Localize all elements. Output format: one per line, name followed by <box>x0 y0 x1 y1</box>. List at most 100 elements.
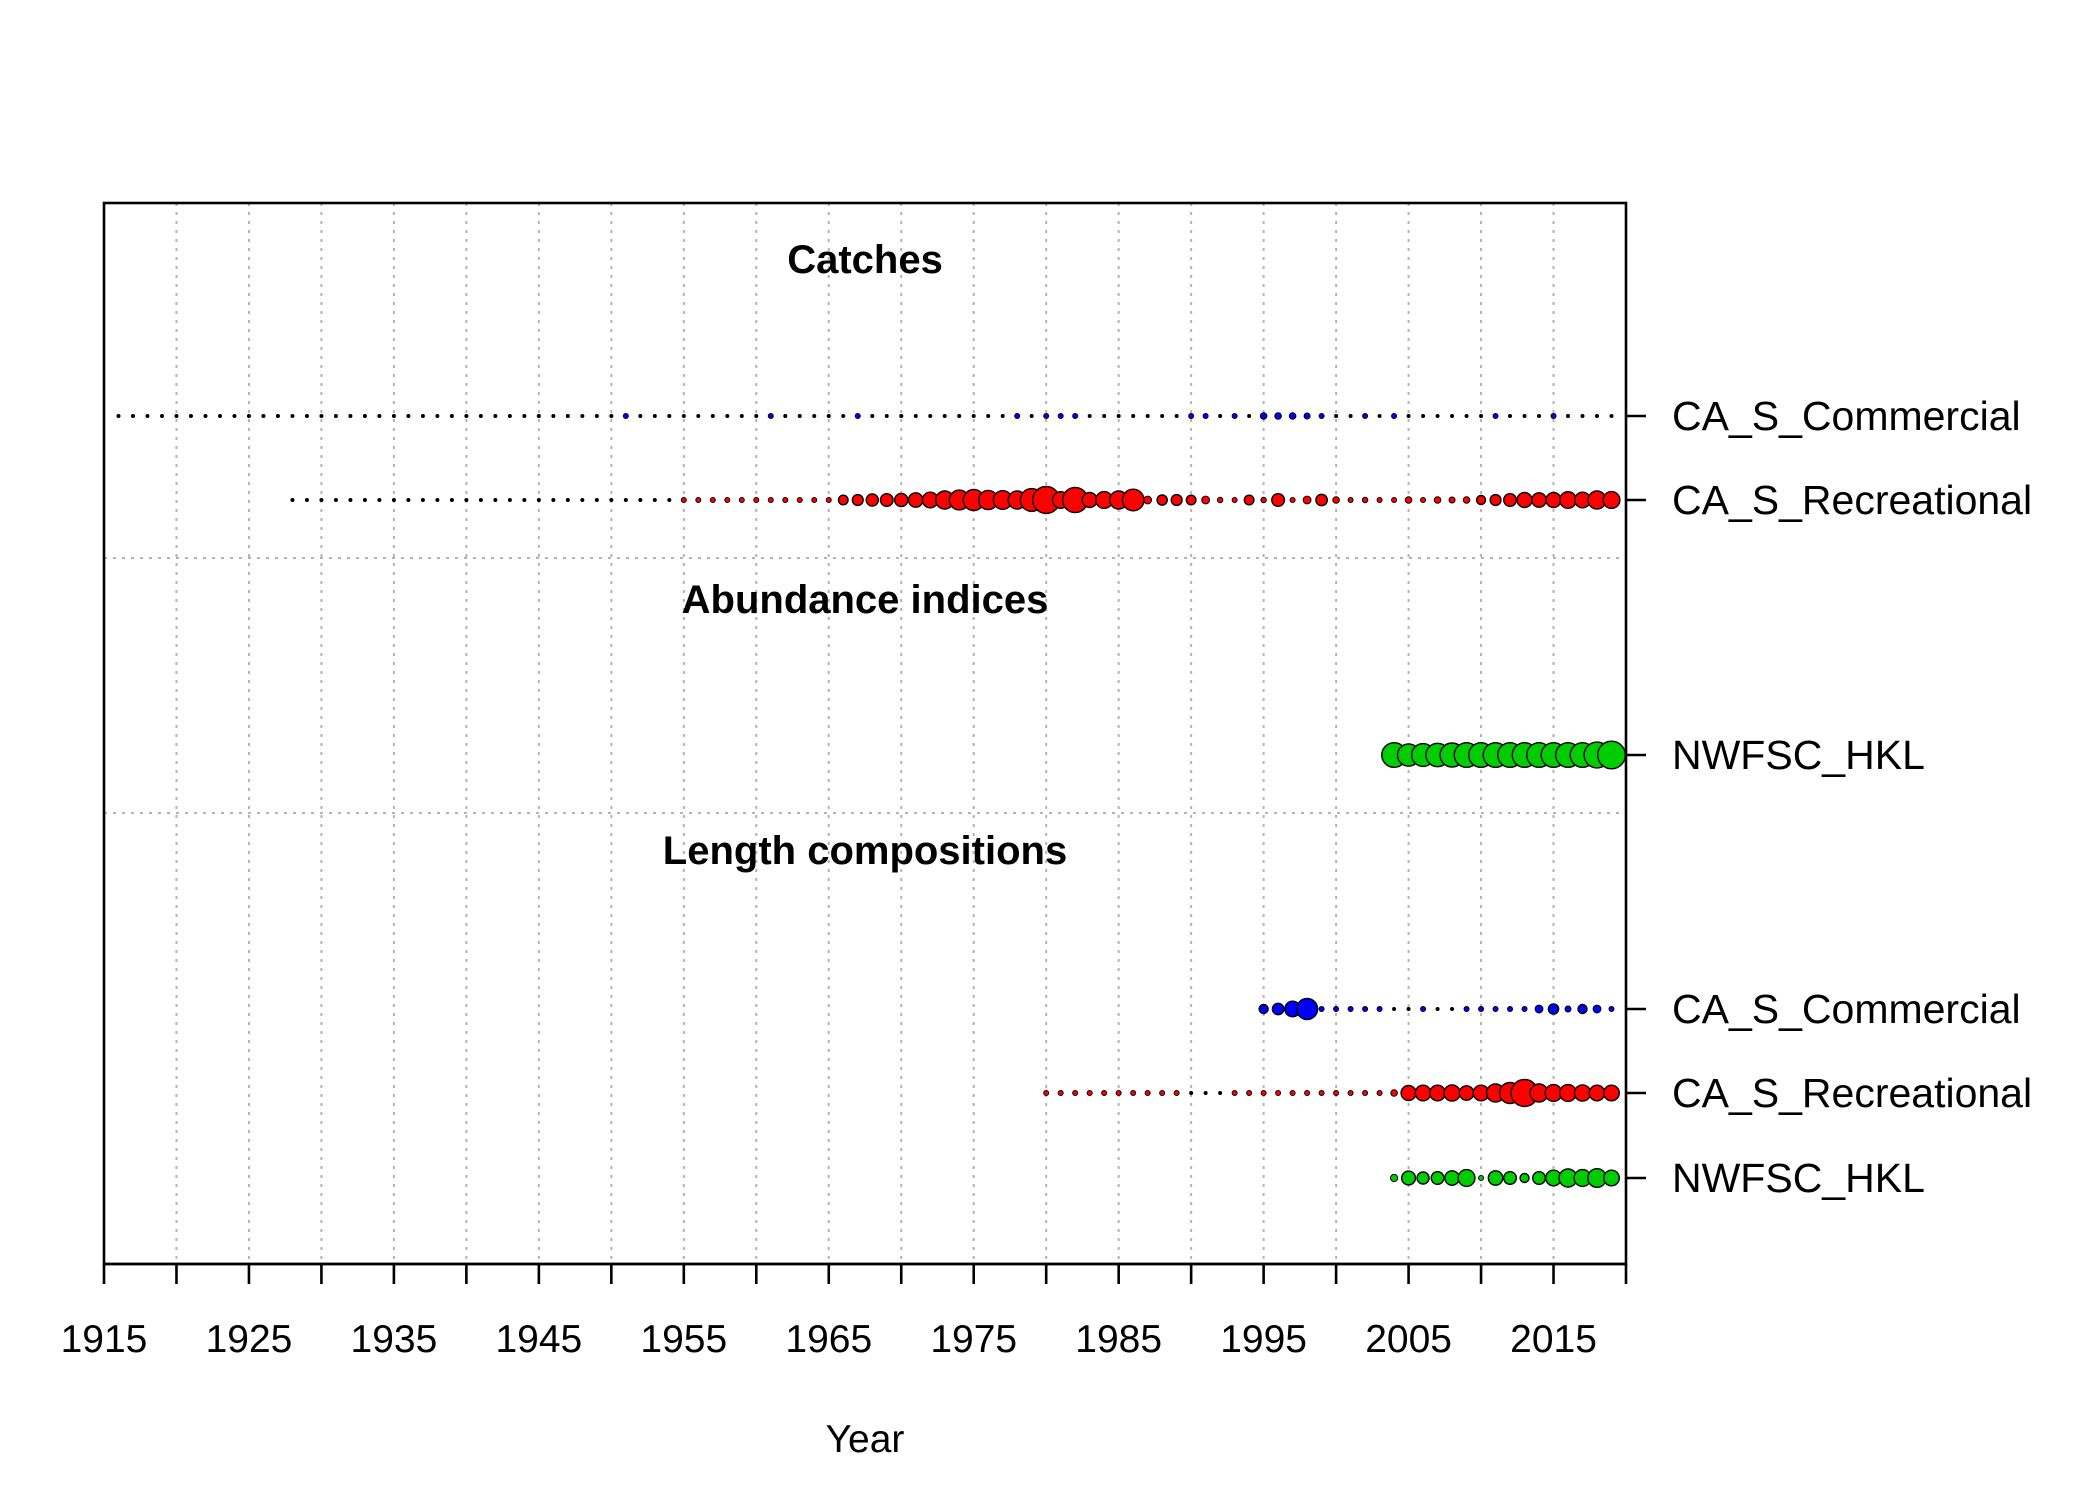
data-point <box>1216 496 1224 504</box>
data-point-tiny <box>1029 414 1034 418</box>
data-point-tiny <box>1537 414 1542 418</box>
data-point <box>1608 1006 1615 1012</box>
data-point <box>622 413 629 419</box>
data-point-tiny <box>986 414 991 418</box>
data-point-tiny <box>957 414 962 418</box>
data-point-tiny <box>551 414 556 418</box>
data-point <box>1588 1084 1606 1102</box>
data-point-tiny <box>623 498 628 502</box>
grid-lines <box>103 203 1627 1264</box>
data-point <box>1433 496 1442 504</box>
data-point <box>893 492 909 508</box>
data-point <box>1362 413 1369 419</box>
data-point-tiny <box>246 414 251 418</box>
data-point-tiny <box>333 414 338 418</box>
data-point <box>1333 1090 1340 1096</box>
data-point <box>1532 1170 1547 1185</box>
data-point <box>1014 413 1021 419</box>
data-point <box>724 497 731 503</box>
data-point-tiny <box>1189 1091 1194 1095</box>
data-point-tiny <box>609 498 614 502</box>
data-point <box>1573 1084 1592 1102</box>
data-point-tiny <box>507 498 512 502</box>
data-point-tiny <box>1247 414 1252 418</box>
data-point <box>1478 1175 1485 1181</box>
section-title: Abundance indices <box>682 578 1049 622</box>
data-point-tiny <box>232 414 237 418</box>
data-point-tiny <box>391 498 396 502</box>
data-point <box>1577 1003 1588 1015</box>
data-point <box>1274 412 1282 420</box>
data-point <box>1271 493 1286 508</box>
data-point-tiny <box>797 414 802 418</box>
data-point-tiny <box>1348 414 1353 418</box>
data-point-tiny <box>652 414 657 418</box>
data-point <box>767 413 774 419</box>
data-point-tiny <box>290 498 295 502</box>
data-point-tiny <box>464 498 469 502</box>
data-point <box>1333 1006 1340 1012</box>
data-point-tiny <box>565 414 570 418</box>
data-point <box>1086 1090 1093 1096</box>
data-point <box>1332 496 1340 504</box>
data-point <box>879 493 894 508</box>
x-tick-label: 1985 <box>1075 1318 1162 1361</box>
data-point <box>1531 492 1547 508</box>
data-point <box>1243 494 1255 506</box>
data-point <box>782 497 789 503</box>
row-label: CA_S_Recreational <box>1672 477 2032 523</box>
data-point <box>1202 413 1209 419</box>
data-point <box>680 497 687 503</box>
data-point <box>1478 1006 1485 1012</box>
data-point <box>907 492 924 508</box>
data-point-tiny <box>1450 1007 1455 1011</box>
x-tick-label: 1965 <box>785 1318 872 1361</box>
data-point-tiny <box>1421 414 1426 418</box>
data-point-tiny <box>551 498 556 502</box>
data-point-tiny <box>188 414 193 418</box>
data-point <box>825 497 832 503</box>
data-point-tiny <box>1174 414 1179 418</box>
data-point-tiny <box>580 498 585 502</box>
row-label: CA_S_Commercial <box>1672 986 2021 1032</box>
data-point-tiny <box>406 498 411 502</box>
data-point <box>1492 1006 1499 1012</box>
data-point <box>1231 1090 1238 1096</box>
data-point <box>753 497 760 503</box>
data-point-tiny <box>667 498 672 502</box>
data-point-tiny <box>319 414 324 418</box>
data-point-tiny <box>333 498 338 502</box>
data-point-tiny <box>1522 414 1527 418</box>
data-point-tiny <box>1145 414 1150 418</box>
data-point-tiny <box>783 414 788 418</box>
data-point-tiny <box>1160 414 1165 418</box>
data-point <box>1390 1089 1398 1097</box>
data-point-tiny <box>1580 414 1585 418</box>
data-point-tiny <box>638 498 643 502</box>
data-point <box>865 493 879 507</box>
row-label: NWFSC_HKL <box>1672 1155 1925 1201</box>
data-point-tiny <box>493 498 498 502</box>
data-point <box>1603 1169 1621 1187</box>
data-point <box>1362 1090 1369 1096</box>
data-point-tiny <box>609 414 614 418</box>
data-point <box>1420 497 1427 503</box>
data-point-tiny <box>681 414 686 418</box>
data-point-tiny <box>899 414 904 418</box>
data-point <box>1303 412 1311 420</box>
data-point-tiny <box>203 414 208 418</box>
data-point-tiny <box>1392 1007 1397 1011</box>
data-point-tiny <box>1087 414 1092 418</box>
data-point-tiny <box>942 414 947 418</box>
data-point-tiny <box>812 414 817 418</box>
data-point-tiny <box>493 414 498 418</box>
data-point <box>1288 412 1297 420</box>
data-point <box>1347 1090 1354 1096</box>
data-point-tiny <box>304 498 309 502</box>
plot-frame <box>102 201 1628 1266</box>
data-point <box>1347 497 1354 503</box>
data-point <box>1170 493 1183 507</box>
data-point-tiny <box>536 498 541 502</box>
data-point-tiny <box>594 498 599 502</box>
data-point <box>1376 1006 1383 1012</box>
